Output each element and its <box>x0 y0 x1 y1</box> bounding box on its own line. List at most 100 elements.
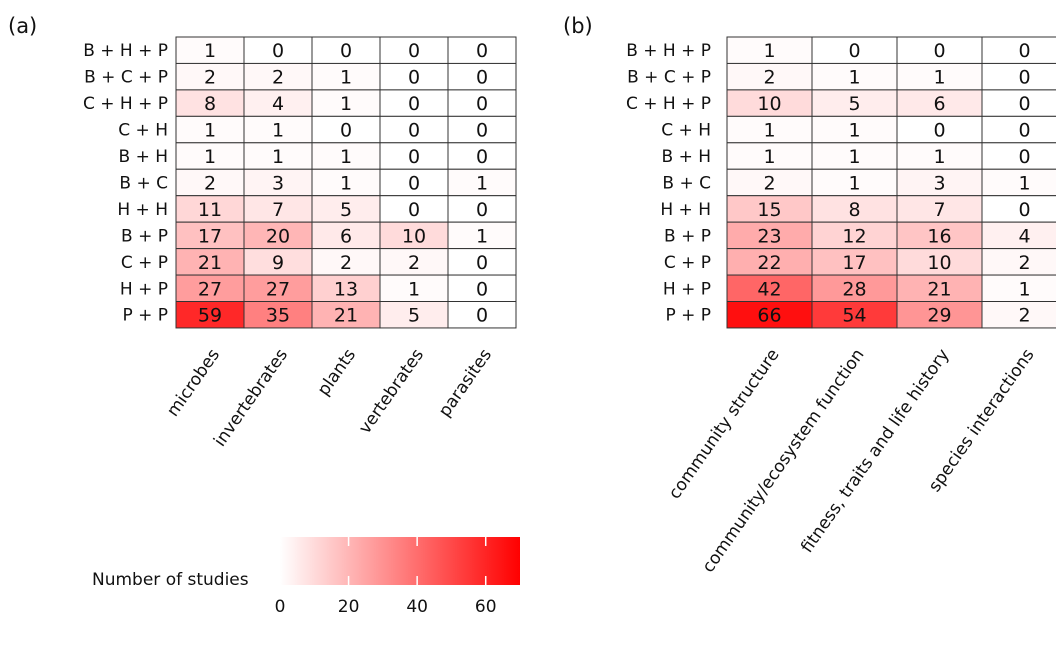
cell-value: 0 <box>933 120 945 142</box>
cell-value: 20 <box>266 225 290 247</box>
cell-value: 21 <box>198 252 222 274</box>
row-label: C + P <box>664 253 711 273</box>
row-label: C + H <box>661 121 711 141</box>
cell-value: 21 <box>927 278 951 300</box>
row-label: H + P <box>120 279 168 299</box>
cell-value: 2 <box>408 252 420 274</box>
row-label: P + P <box>665 306 711 326</box>
row-label: C + H <box>118 121 168 141</box>
cell-value: 10 <box>757 93 781 115</box>
cell-value: 0 <box>476 252 488 274</box>
row-label: B + C <box>119 173 168 193</box>
cell-value: 0 <box>476 146 488 168</box>
cell-value: 0 <box>933 40 945 62</box>
column-label: vertebrates <box>355 345 428 438</box>
row-label: B + P <box>121 226 168 246</box>
cell-value: 0 <box>1018 146 1030 168</box>
cell-value: 0 <box>408 93 420 115</box>
cell-value: 2 <box>204 67 216 89</box>
cell-value: 11 <box>198 199 222 221</box>
legend-title: Number of studies <box>92 570 249 590</box>
cell-value: 59 <box>198 305 222 327</box>
row-label: P + P <box>122 306 168 326</box>
cell-value: 0 <box>408 67 420 89</box>
cell-value: 1 <box>848 67 860 89</box>
cell-value: 1 <box>476 225 488 247</box>
cell-value: 1 <box>763 120 775 142</box>
cell-value: 3 <box>272 172 284 194</box>
cell-value: 1 <box>933 146 945 168</box>
cell-value: 6 <box>933 93 945 115</box>
color-legend: Number of studies 0 20 40 60 <box>92 537 520 617</box>
cell-value: 1 <box>340 93 352 115</box>
row-label: B + H <box>119 147 169 167</box>
cell-value: 6 <box>340 225 352 247</box>
legend-tick-label: 40 <box>406 597 428 617</box>
legend-colorbar <box>280 537 520 585</box>
cell-value: 0 <box>408 120 420 142</box>
cell-value: 1 <box>848 146 860 168</box>
column-label: fitness, traits and life history <box>797 345 953 556</box>
cell-value: 10 <box>402 225 426 247</box>
cell-value: 13 <box>334 278 358 300</box>
cell-value: 7 <box>272 199 284 221</box>
cell-value: 1 <box>272 120 284 142</box>
cell-value: 7 <box>933 199 945 221</box>
cell-value: 0 <box>476 120 488 142</box>
cell-value: 22 <box>757 252 781 274</box>
row-label: C + H + P <box>83 94 168 114</box>
cell-value: 0 <box>476 67 488 89</box>
row-label: B + C + P <box>627 68 711 88</box>
panel-b: (b) 1 0 0 02 1 1 010 5 6 01 1 0 01 1 1 02 1 3 115 8 7 023 12 16… <box>563 14 1056 576</box>
cell-value: 29 <box>927 305 951 327</box>
cell-value: 0 <box>476 278 488 300</box>
cell-value: 0 <box>272 40 284 62</box>
panel-a-cells: 1 0 0 0 02 2 1 0 08 4 1 0 01 1 0 0 01 1 1 0 02 3 1 0 111 7 5 0 017 20… <box>176 37 516 328</box>
column-label: parasites <box>435 345 496 421</box>
row-label: H + H <box>660 200 711 220</box>
cell-value: 0 <box>1018 120 1030 142</box>
cell-value: 4 <box>1018 225 1030 247</box>
row-label: B + C + P <box>84 68 168 88</box>
cell-value: 1 <box>763 40 775 62</box>
cell-value: 0 <box>408 172 420 194</box>
row-label: H + H <box>117 200 168 220</box>
cell-value: 1 <box>763 146 775 168</box>
cell-value: 1 <box>933 67 945 89</box>
cell-value: 0 <box>476 305 488 327</box>
cell-value: 12 <box>842 225 866 247</box>
cell-value: 27 <box>266 278 290 300</box>
panel-a-label: (a) <box>8 14 37 38</box>
cell-value: 17 <box>198 225 222 247</box>
cell-value: 2 <box>1018 305 1030 327</box>
cell-value: 0 <box>1018 40 1030 62</box>
cell-value: 1 <box>340 67 352 89</box>
column-label: community/ecosystem function <box>698 345 868 576</box>
cell-value: 2 <box>272 67 284 89</box>
cell-value: 5 <box>340 199 352 221</box>
cell-value: 1 <box>272 146 284 168</box>
cell-value: 0 <box>1018 67 1030 89</box>
cell-value: 1 <box>848 172 860 194</box>
column-label: microbes <box>163 345 224 420</box>
cell-value: 1 <box>476 172 488 194</box>
cell-value: 9 <box>272 252 284 274</box>
cell-value: 0 <box>476 199 488 221</box>
cell-value: 1 <box>340 146 352 168</box>
column-label: invertebrates <box>210 345 292 450</box>
cell-value: 27 <box>198 278 222 300</box>
cell-value: 2 <box>763 67 775 89</box>
cell-value: 2 <box>204 172 216 194</box>
cell-value: 0 <box>408 199 420 221</box>
cell-value: 2 <box>763 172 775 194</box>
panel-a-row-labels: B + H + PB + C + PC + H + PC + HB + HB +… <box>83 41 168 326</box>
cell-value: 0 <box>340 40 352 62</box>
cell-value: 8 <box>848 199 860 221</box>
cell-value: 0 <box>476 93 488 115</box>
cell-value: 5 <box>848 93 860 115</box>
cell-value: 0 <box>1018 199 1030 221</box>
panel-a-column-labels: microbesinvertebrates plantsvertebrates pa… <box>163 345 496 450</box>
cell-value: 17 <box>842 252 866 274</box>
